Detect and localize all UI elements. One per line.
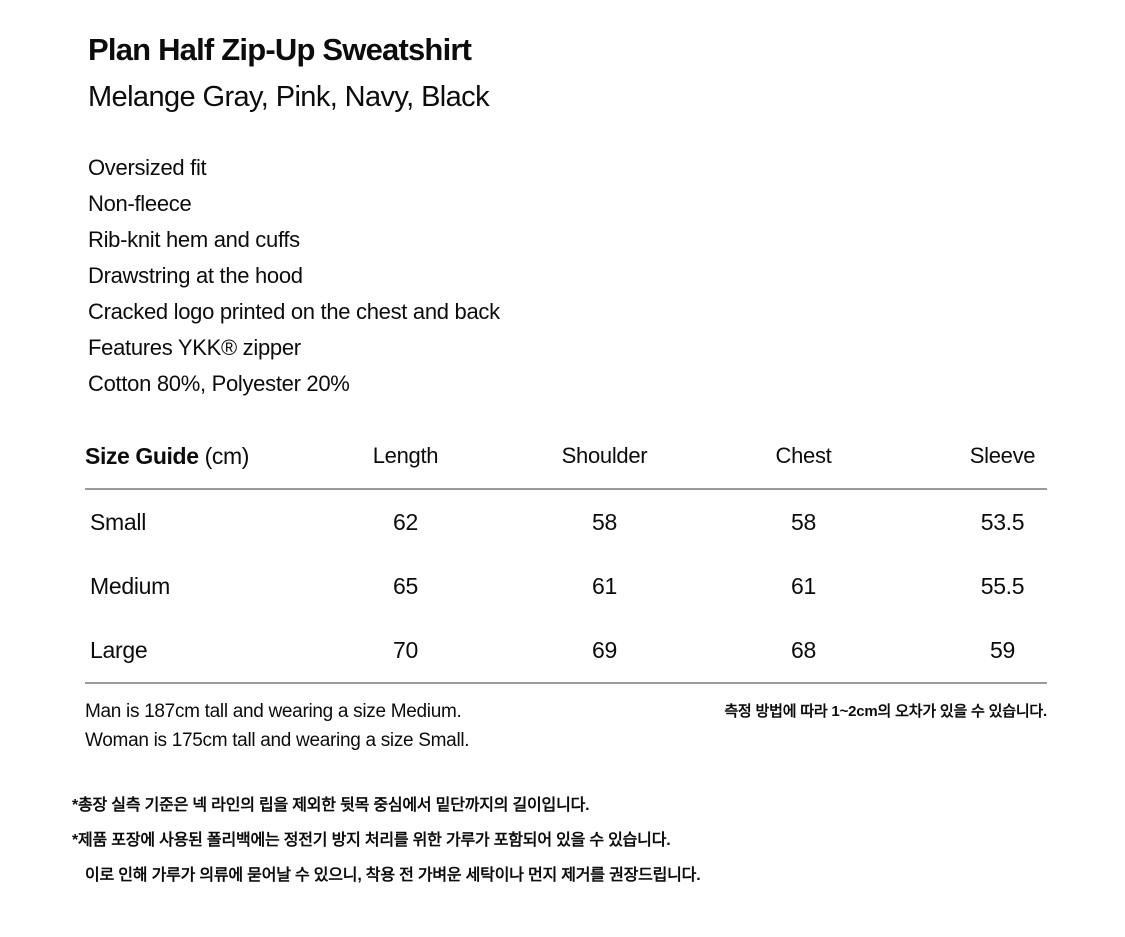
value-shoulder: 69 bbox=[592, 636, 617, 663]
size-label: Small bbox=[90, 508, 147, 535]
feature-item: Cotton 80%, Polyester 20% bbox=[88, 371, 350, 396]
value-chest: 68 bbox=[791, 636, 816, 663]
value-shoulder: 61 bbox=[592, 572, 617, 599]
product-color-options: Melange Gray, Pink, Navy, Black bbox=[88, 81, 490, 113]
footnote-polybag-powder: *제품 포장에 사용된 폴리백에는 정전기 방지 처리를 위한 가루가 포함되어… bbox=[72, 832, 671, 849]
size-guide-title: Size Guide (cm) bbox=[85, 442, 306, 470]
table-row-small: Small 62 58 58 53.5 bbox=[85, 490, 1102, 554]
table-divider-top bbox=[85, 488, 1047, 490]
model-note-man: Man is 187cm tall and wearing a size Med… bbox=[85, 701, 462, 722]
model-fit-notes: Man is 187cm tall and wearing a size Med… bbox=[85, 697, 1047, 755]
column-header-chest: Chest bbox=[775, 443, 832, 468]
feature-item: Oversized fit bbox=[88, 155, 207, 180]
column-header-length: Length bbox=[372, 443, 439, 468]
size-label: Medium bbox=[90, 572, 171, 599]
column-header-sleeve: Sleeve bbox=[969, 443, 1036, 468]
product-title: Plan Half Zip-Up Sweatshirt bbox=[88, 32, 472, 67]
feature-item: Cracked logo printed on the chest and ba… bbox=[88, 299, 500, 324]
column-header-shoulder: Shoulder bbox=[561, 443, 648, 468]
size-guide-notes: Man is 187cm tall and wearing a size Med… bbox=[85, 697, 1047, 755]
feature-item: Rib-knit hem and cuffs bbox=[88, 227, 300, 252]
value-length: 62 bbox=[393, 508, 418, 535]
table-divider-bottom bbox=[85, 682, 1047, 684]
value-length: 65 bbox=[393, 572, 418, 599]
value-chest: 61 bbox=[791, 572, 816, 599]
product-features-list: Oversized fit Non-fleece Rib-knit hem an… bbox=[88, 150, 1085, 402]
value-sleeve: 53.5 bbox=[980, 508, 1025, 535]
footnotes-section: *총장 실측 기준은 넥 라인의 립을 제외한 뒷목 중심에서 밑단까지의 길이… bbox=[72, 788, 1085, 893]
content-area: Plan Half Zip-Up Sweatshirt Melange Gray… bbox=[72, 32, 1102, 893]
value-shoulder: 58 bbox=[592, 508, 617, 535]
value-sleeve: 59 bbox=[990, 636, 1015, 663]
size-guide-unit: (cm) bbox=[204, 443, 250, 469]
size-guide-section: Size Guide (cm) Length Shoulder Chest Sl… bbox=[85, 442, 1102, 755]
table-row-large: Large 70 69 68 59 bbox=[85, 618, 1102, 682]
value-length: 70 bbox=[393, 636, 418, 663]
value-sleeve: 55.5 bbox=[980, 572, 1025, 599]
measurement-tolerance-note: 측정 방법에 따라 1~2cm의 오차가 있을 수 있습니다. bbox=[724, 703, 1047, 720]
feature-item: Drawstring at the hood bbox=[88, 263, 303, 288]
value-chest: 58 bbox=[791, 508, 816, 535]
feature-item: Features YKK® zipper bbox=[88, 335, 301, 360]
table-row-medium: Medium 65 61 61 55.5 bbox=[85, 554, 1102, 618]
size-guide-title-text: Size Guide bbox=[85, 443, 199, 469]
size-label: Large bbox=[90, 636, 148, 663]
model-note-woman: Woman is 175cm tall and wearing a size S… bbox=[85, 730, 470, 751]
footnote-washing-advice: 이로 인해 가루가 의류에 묻어날 수 있으니, 착용 전 가벼운 세탁이나 먼… bbox=[85, 867, 701, 884]
size-guide-header-row: Size Guide (cm) Length Shoulder Chest Sl… bbox=[85, 442, 1102, 470]
feature-item: Non-fleece bbox=[88, 191, 192, 216]
footnote-length-measurement: *총장 실측 기준은 넥 라인의 립을 제외한 뒷목 중심에서 밑단까지의 길이… bbox=[72, 797, 590, 814]
